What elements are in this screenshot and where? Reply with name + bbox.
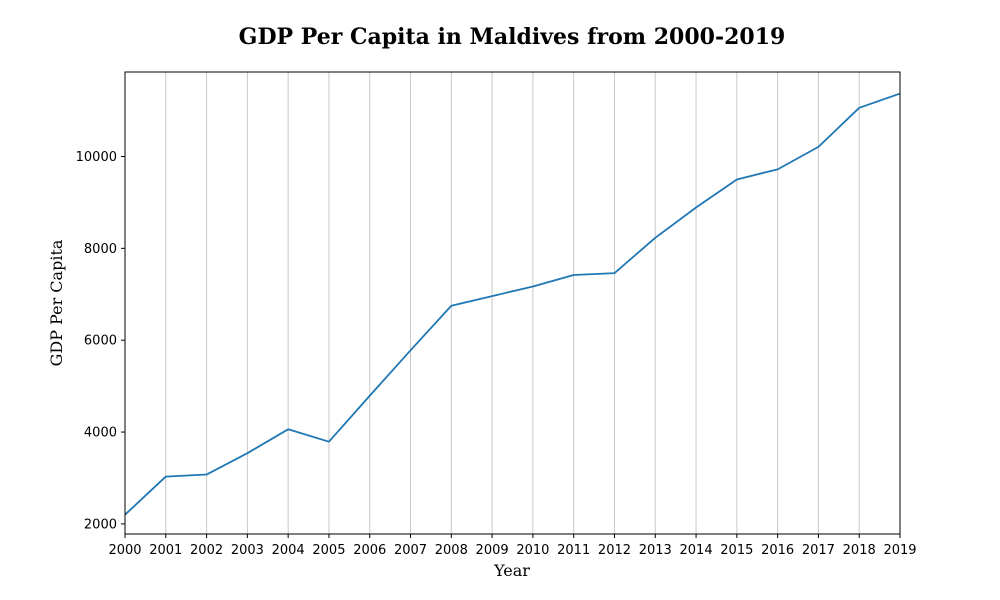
x-tick-label: 2006: [353, 543, 386, 558]
x-axis: 2000 2001 2002 2003 2004 2005 2006 2007 2008 2009…: [108, 534, 917, 558]
chart-title: GDP Per Capita in Maldives from 2000-201…: [239, 24, 786, 50]
x-tick-label: 2002: [190, 543, 223, 558]
x-tick-label: 2004: [272, 543, 305, 558]
x-tick-label: 2005: [312, 543, 345, 558]
x-tick-label: 2017: [802, 543, 835, 558]
y-axis-label: GDP Per Capita: [47, 239, 66, 366]
x-tick-label: 2013: [639, 543, 672, 558]
x-tick-label: 2003: [231, 543, 264, 558]
y-tick-label: 10000: [76, 150, 117, 165]
x-tick-label: 2012: [598, 543, 631, 558]
x-tick-label: 2001: [149, 543, 182, 558]
x-tick-label: 2014: [680, 543, 713, 558]
x-tick-label: 2000: [108, 543, 141, 558]
x-tick-label: 2018: [843, 543, 876, 558]
x-tick-label: 2009: [476, 543, 509, 558]
y-tick-label: 6000: [84, 334, 117, 349]
y-tick-label: 4000: [84, 426, 117, 441]
y-tick-label: 8000: [84, 242, 117, 257]
plot-frame: [124, 71, 901, 535]
y-tick-label: 2000: [84, 517, 117, 532]
plot-area: [124, 92, 901, 516]
x-axis-label: Year: [493, 561, 530, 580]
gridlines: [124, 72, 901, 534]
x-tick-label: 2011: [557, 543, 590, 558]
x-tick-label: 2007: [394, 543, 427, 558]
gdp-series-line: [124, 92, 901, 516]
x-tick-label: 2008: [435, 543, 468, 558]
x-tick-label: 2019: [883, 543, 916, 558]
x-tick-label: 2016: [761, 543, 794, 558]
x-tick-label: 2015: [720, 543, 753, 558]
x-tick-label: 2010: [516, 543, 549, 558]
y-axis: 2000 4000 6000 8000 10000: [76, 150, 125, 532]
